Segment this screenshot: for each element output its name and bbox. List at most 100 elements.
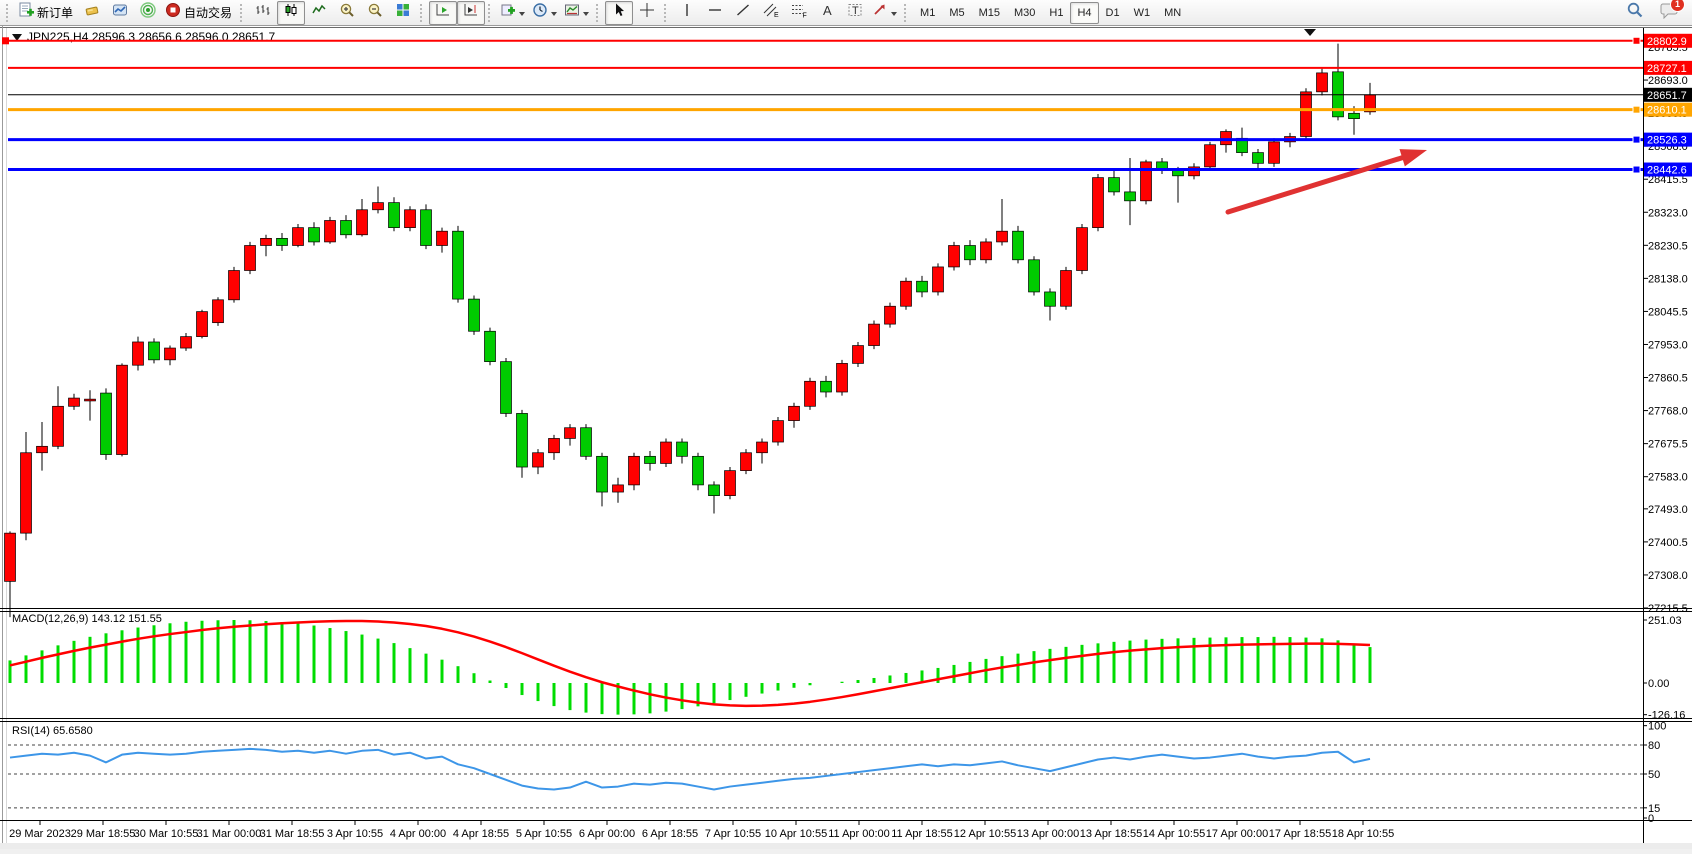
- clock-icon: [532, 2, 548, 23]
- timeframe-W1[interactable]: W1: [1133, 6, 1151, 19]
- chart-window[interactable]: JPN225,H4 28596.3 28656.6 28596.0 28651.…: [0, 26, 1692, 849]
- svg-text:11 Apr 00:00: 11 Apr 00:00: [828, 828, 890, 840]
- hline-anchor[interactable]: [1632, 165, 1641, 174]
- equidistant-channel-button[interactable]: E: [757, 1, 785, 25]
- svg-text:28727.1: 28727.1: [1647, 63, 1687, 75]
- crosshair-icon: [639, 2, 655, 23]
- hline-anchor[interactable]: [1632, 36, 1641, 45]
- text-icon: A: [819, 2, 835, 23]
- svg-text:13 Apr 00:00: 13 Apr 00:00: [1017, 828, 1079, 840]
- text-label-button[interactable]: T: [841, 1, 869, 25]
- periods-button[interactable]: [529, 1, 561, 25]
- new-order-button[interactable]: 新订单: [15, 1, 78, 25]
- svg-text:6 Apr 00:00: 6 Apr 00:00: [579, 828, 635, 840]
- tile-windows-button[interactable]: [389, 1, 417, 25]
- title-marker-icon: [12, 34, 22, 41]
- vertical-line-button[interactable]: [673, 1, 701, 25]
- autotrading-stop-icon: [165, 2, 181, 23]
- svg-text:27675.5: 27675.5: [1648, 439, 1688, 451]
- hline-objects[interactable]: 28802.9 28727.1 28651.7 28610.1 28526.3 28442…: [2, 33, 1692, 177]
- svg-text:0: 0: [1648, 813, 1654, 825]
- templates-button[interactable]: [561, 1, 593, 25]
- zoom-out-button[interactable]: [361, 1, 389, 25]
- zoom-in-icon: [339, 2, 355, 23]
- chart-canvas[interactable]: JPN225,H4 28596.3 28656.6 28596.0 28651.…: [0, 26, 1692, 849]
- indicators-button[interactable]: [497, 1, 529, 25]
- autotrading-label: 自动交易: [184, 6, 233, 20]
- gold-tool-button[interactable]: [78, 1, 106, 25]
- toolbar-grip: [420, 3, 424, 22]
- hline-anchor[interactable]: [1632, 135, 1641, 144]
- svg-text:5 Apr 10:55: 5 Apr 10:55: [516, 828, 572, 840]
- svg-text:28651.7: 28651.7: [1647, 90, 1687, 102]
- timeframe-D1[interactable]: D1: [1105, 6, 1120, 19]
- horizontal-line-button[interactable]: [701, 1, 729, 25]
- svg-text:50: 50: [1648, 769, 1660, 781]
- timeframe-M1[interactable]: M1: [920, 6, 936, 19]
- fibonacci-button[interactable]: F: [785, 1, 813, 25]
- shift-marker-icon[interactable]: [1304, 29, 1316, 36]
- trend-arrow[interactable]: [1225, 149, 1427, 215]
- svg-text:28138.0: 28138.0: [1648, 273, 1688, 285]
- zoom-in-button[interactable]: [333, 1, 361, 25]
- candlesticks: [4, 43, 1376, 618]
- chart-upload-button[interactable]: [106, 1, 134, 25]
- svg-text:0.00: 0.00: [1648, 678, 1669, 690]
- candlestick-chart-button[interactable]: [277, 0, 306, 25]
- channel-icon: E: [762, 2, 780, 23]
- svg-text:27583.0: 27583.0: [1648, 472, 1688, 484]
- svg-text:28045.5: 28045.5: [1648, 306, 1688, 318]
- fibonacci-icon: F: [790, 2, 808, 23]
- svg-text:28610.1: 28610.1: [1647, 105, 1687, 117]
- timeframe-MN[interactable]: MN: [1164, 6, 1182, 19]
- svg-text:12 Apr 10:55: 12 Apr 10:55: [954, 828, 1016, 840]
- chart-title: JPN225,H4 28596.3 28656.6 28596.0 28651.…: [27, 30, 276, 44]
- chart-shift-icon: [463, 2, 479, 23]
- svg-text:4 Apr 00:00: 4 Apr 00:00: [390, 828, 446, 840]
- toolbar-right: 1: [1621, 0, 1689, 25]
- svg-text:11 Apr 18:55: 11 Apr 18:55: [891, 828, 953, 840]
- trendline-button[interactable]: [729, 1, 757, 25]
- crosshair-button[interactable]: [633, 1, 661, 25]
- zoom-out-icon: [367, 2, 383, 23]
- search-button[interactable]: [1621, 1, 1649, 25]
- dropdown-caret-icon: [891, 4, 898, 22]
- chart-shift-button[interactable]: [457, 0, 486, 25]
- toolbar-grip: [6, 3, 10, 22]
- svg-text:27215.5: 27215.5: [1648, 603, 1688, 615]
- line-chart-button[interactable]: [305, 1, 333, 25]
- rsi-pane: RSI(14) 65.6580 100 80 50 150: [8, 721, 1666, 825]
- toolbar-grip: [596, 3, 600, 22]
- svg-text:13 Apr 18:55: 13 Apr 18:55: [1080, 828, 1142, 840]
- autoscroll-button[interactable]: [429, 0, 458, 25]
- svg-text:14 Apr 10:55: 14 Apr 10:55: [1143, 828, 1205, 840]
- rsi-label: RSI(14) 65.6580: [12, 725, 93, 737]
- timeframe-H4[interactable]: H4: [1070, 1, 1099, 24]
- svg-text:-126.16: -126.16: [1648, 710, 1685, 722]
- text-button[interactable]: A: [813, 1, 841, 25]
- svg-text:29 Mar 2023: 29 Mar 2023: [9, 828, 71, 840]
- svg-text:15: 15: [1648, 803, 1660, 815]
- hline-anchor[interactable]: [2, 37, 9, 45]
- dropdown-caret-icon: [551, 4, 558, 22]
- svg-text:4 Apr 18:55: 4 Apr 18:55: [453, 828, 509, 840]
- timeframe-M5[interactable]: M5: [949, 6, 965, 19]
- toolbar: 新订单 自动交易: [0, 0, 1692, 26]
- hline-anchor[interactable]: [1632, 105, 1641, 114]
- timeframe-H1[interactable]: H1: [1049, 6, 1064, 19]
- cursor-button[interactable]: [605, 0, 634, 25]
- autotrading-button[interactable]: 自动交易: [162, 1, 237, 25]
- dropdown-caret-icon: [583, 4, 590, 22]
- arrows-button[interactable]: [869, 1, 901, 25]
- svg-text:6 Apr 18:55: 6 Apr 18:55: [642, 828, 698, 840]
- signal-button[interactable]: [134, 1, 162, 25]
- svg-text:27953.0: 27953.0: [1648, 339, 1688, 351]
- svg-text:27308.0: 27308.0: [1648, 570, 1688, 582]
- timeframe-M30[interactable]: M30: [1014, 6, 1036, 19]
- timeframe-M15[interactable]: M15: [978, 6, 1000, 19]
- horizontal-line-icon: [707, 2, 723, 23]
- bar-chart-button[interactable]: [249, 1, 277, 25]
- svg-text:31 Mar 00:00: 31 Mar 00:00: [197, 828, 262, 840]
- chat-button[interactable]: 1: [1655, 0, 1685, 25]
